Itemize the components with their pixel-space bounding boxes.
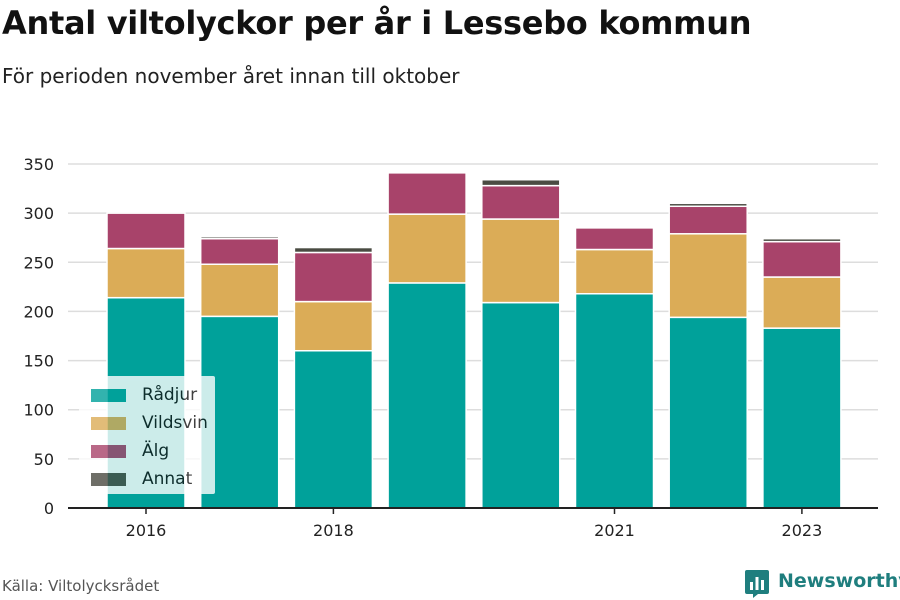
y-tick-label: 300	[23, 204, 54, 223]
bar-segment	[106, 247, 186, 299]
bar-segment	[481, 218, 561, 304]
legend-item-radjur[interactable]: Rådjur	[91, 384, 213, 408]
bar-segment	[106, 212, 186, 250]
bar-segment	[481, 301, 561, 509]
chart-subtitle: För perioden november året innan till ok…	[2, 64, 460, 88]
legend-swatch-annat	[91, 473, 126, 486]
x-tick-label: 2021	[594, 521, 635, 540]
bar-segment	[762, 276, 842, 329]
y-tick-label: 250	[23, 253, 54, 272]
legend-swatch-alg	[91, 445, 126, 458]
chart-title: Antal viltolyckor per år i Lessebo kommu…	[2, 4, 752, 42]
newsworthy-logo-text: Newsworthy	[778, 570, 900, 592]
bar-segment	[668, 233, 748, 319]
bar-segment	[293, 349, 374, 509]
legend-label-alg: Älg	[142, 441, 170, 461]
legend-label-annat: Annat	[142, 469, 193, 489]
bar-segment	[387, 172, 467, 215]
bar-segment	[293, 246, 374, 254]
bar-segment	[199, 263, 280, 318]
legend: Rådjur Vildsvin Älg Annat	[79, 376, 215, 494]
legend-swatch-vildsvin	[91, 417, 126, 430]
legend-label-vildsvin: Vildsvin	[142, 413, 208, 433]
bar-segment	[574, 227, 655, 251]
bar-segment	[762, 237, 842, 243]
x-tick-label: 2018	[313, 521, 354, 540]
y-tick-label: 100	[23, 401, 54, 420]
bar-segment	[293, 251, 374, 303]
bars	[106, 172, 842, 509]
y-axis: 0 50 100 150 200 250 300 350	[23, 155, 54, 518]
bar-segment	[762, 327, 842, 509]
bar-segment	[293, 300, 374, 352]
newsworthy-logo[interactable]: Newsworthy	[744, 568, 900, 598]
bar-segment	[481, 178, 561, 187]
x-axis: 2016 2018 2021 2023	[68, 507, 878, 540]
y-tick-label: 150	[23, 352, 54, 371]
newsworthy-logo-icon	[745, 570, 769, 598]
legend-item-alg[interactable]: Älg	[91, 440, 213, 464]
y-tick-label: 350	[23, 155, 54, 174]
x-tick-label: 2016	[126, 521, 167, 540]
legend-item-vildsvin[interactable]: Vildsvin	[91, 412, 213, 436]
x-tick-label: 2023	[782, 521, 823, 540]
bar-segment	[668, 205, 748, 235]
legend-swatch-radjur	[91, 389, 126, 402]
bar-segment	[481, 184, 561, 220]
legend-item-annat[interactable]: Annat	[91, 468, 213, 492]
y-tick-label: 0	[44, 499, 54, 518]
bar-segment	[387, 282, 467, 509]
bar-segment	[668, 202, 748, 208]
y-tick-label: 200	[23, 302, 54, 321]
y-tick-label: 50	[34, 450, 54, 469]
bar-segment	[387, 213, 467, 284]
bar-segment	[574, 292, 655, 509]
bar-segment	[199, 235, 280, 240]
bar-segment	[574, 248, 655, 295]
bar-segment	[762, 240, 842, 278]
legend-label-radjur: Rådjur	[142, 385, 198, 405]
source-note: Källa: Viltolycksrådet	[2, 577, 160, 595]
bar-segment	[668, 316, 748, 509]
bar-segment	[199, 237, 280, 266]
